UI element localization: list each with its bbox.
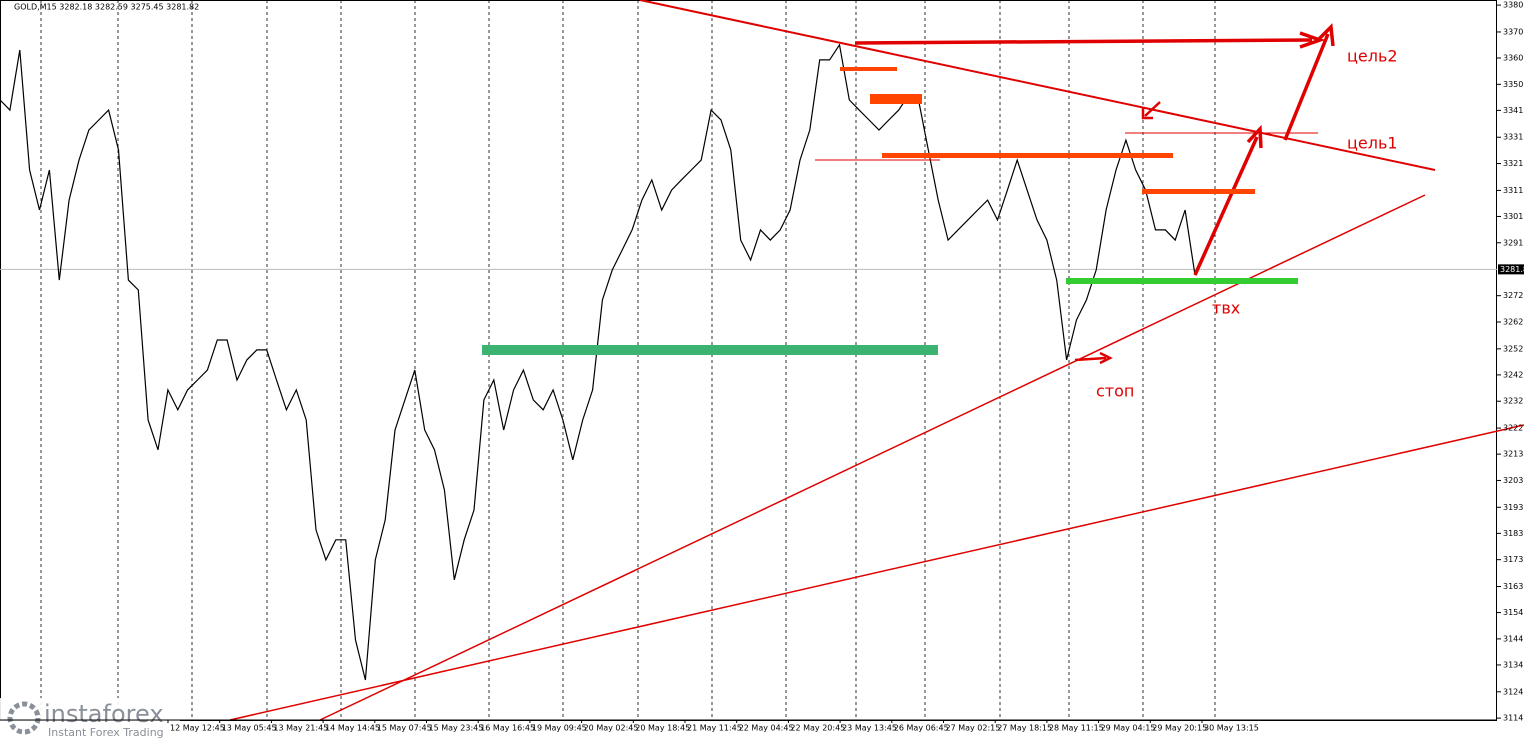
zone	[482, 345, 938, 355]
y-tick-label: 3203.2	[1503, 476, 1524, 485]
x-tick-label: 19 May 09:45	[532, 724, 587, 733]
zone	[1066, 278, 1298, 284]
x-tick-label: 27 May 02:15	[946, 724, 1001, 733]
x-tick-label: 16 May 16:45	[480, 724, 535, 733]
zone	[870, 94, 922, 104]
annotation: цель2	[1347, 47, 1398, 66]
x-tick-label: 20 May 18:45	[635, 724, 690, 733]
zone	[882, 153, 1173, 158]
y-tick-label: 3380.2	[1503, 1, 1524, 10]
y-tick-label: 3301.5	[1503, 212, 1524, 221]
zone	[840, 67, 897, 71]
x-tick-label: 15 May 23:45	[429, 724, 484, 733]
arrow-head	[1099, 351, 1113, 365]
y-tick-label: 3272	[1503, 291, 1523, 300]
arrows	[854, 23, 1335, 365]
arrow-head	[1316, 23, 1335, 47]
x-tick-label: 12 May 12:45	[170, 724, 225, 733]
price-line	[0, 43, 1196, 681]
chart-title: GOLD,M15 3282.18 3282.59 3275.45 3281.82	[14, 3, 199, 12]
y-tick-label: 3262.2	[1503, 317, 1524, 326]
x-tick-label: 29 May 20:15	[1152, 724, 1207, 733]
last-price-box	[1498, 264, 1524, 275]
y-tick-label: 3213	[1503, 450, 1523, 459]
x-tick-label: 15 May 07:45	[377, 724, 432, 733]
y-tick-label: 3134.5	[1503, 660, 1524, 669]
x-tick-label: 29 May 04:15	[1101, 724, 1156, 733]
y-tick-label: 3232.7	[1503, 397, 1524, 406]
x-tick-label: 13 May 05:45	[222, 724, 277, 733]
y-tick-label: 3291.7	[1503, 238, 1524, 247]
arrow	[1193, 136, 1259, 276]
x-tick-label: 26 May 06:45	[894, 724, 949, 733]
y-tick-label: 3311.2	[1503, 186, 1524, 195]
y-tick-label: 3252.2	[1503, 344, 1524, 353]
y-tick-label: 3154	[1503, 608, 1523, 617]
trend-line	[229, 424, 1524, 721]
trend-line	[639, 0, 1436, 171]
watermark-icon	[7, 701, 41, 735]
arrow	[1144, 101, 1161, 117]
x-tick-label: 23 May 13:45	[842, 724, 897, 733]
arrow-head	[1141, 108, 1153, 120]
arrow	[1283, 33, 1330, 141]
y-tick-label: 3321.2	[1503, 159, 1524, 168]
watermark-name: instaforex	[44, 700, 164, 728]
last-price-label: 3281.8	[1500, 265, 1524, 274]
y-tick-label: 3331	[1503, 133, 1523, 142]
y-tick-label: 3173.7	[1503, 555, 1524, 564]
annotation: стоп	[1096, 382, 1134, 401]
y-tick-label: 3163.7	[1503, 582, 1524, 591]
x-tick-label: 22 May 04:45	[739, 724, 794, 733]
grid	[0, 0, 1497, 720]
arrow	[1074, 356, 1107, 362]
x-tick-label: 13 May 21:45	[273, 724, 328, 733]
x-tick-label: 21 May 11:45	[687, 724, 742, 733]
y-tick-label: 3193.2	[1503, 503, 1524, 512]
drawings	[229, 0, 1524, 721]
arrow	[854, 38, 1313, 45]
zone	[1142, 189, 1255, 194]
x-tick-label: 28 May 11:15	[1049, 724, 1104, 733]
y-tick-label: 3124.5	[1503, 687, 1524, 696]
plot-frame	[0, 0, 1497, 721]
y-tick-label: 3341	[1503, 106, 1523, 115]
annotation: цель1	[1347, 134, 1398, 153]
y-tick-label: 3183.5	[1503, 529, 1524, 538]
price-layer	[0, 43, 1196, 681]
y-tick-label: 3144.2	[1503, 634, 1524, 643]
watermark-tagline: Instant Forex Trading	[48, 726, 164, 739]
annotation: твх	[1212, 299, 1240, 318]
arrow-head	[1246, 124, 1263, 149]
x-tick-label: 22 May 20:45	[790, 724, 845, 733]
y-tick-label: 3222.7	[1503, 424, 1524, 433]
x-tick-label: 30 May 13:15	[1204, 724, 1259, 733]
y-tick-label: 3242.5	[1503, 370, 1524, 379]
zones	[482, 67, 1298, 355]
y-tick-label: 3360.5	[1503, 54, 1524, 63]
x-tick-label: 27 May 18:15	[997, 724, 1052, 733]
x-tick-label: 20 May 02:45	[584, 724, 639, 733]
y-tick-label: 3370.2	[1503, 27, 1524, 36]
y-tick-label: 3350.7	[1503, 80, 1524, 89]
y-tick-label: 3114.7	[1503, 714, 1524, 723]
x-tick-label: 14 May 14:45	[325, 724, 380, 733]
